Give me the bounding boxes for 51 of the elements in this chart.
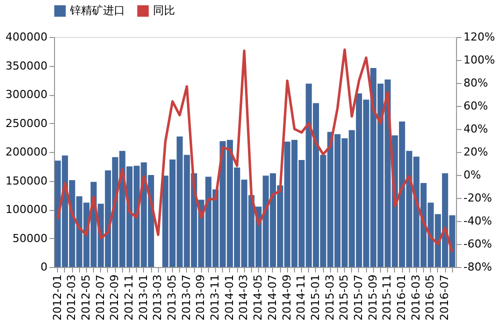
x-tick-label: 2014-07 (266, 274, 279, 320)
y-tick-label: 300000 (6, 88, 48, 101)
x-tick-label: 2013-03 (151, 274, 164, 320)
y-tick-label: 350000 (6, 59, 48, 72)
x-tick-label: 2014-09 (280, 274, 294, 320)
x-tick-label: 2012-11 (122, 274, 136, 320)
x-tick-label: 2014-01 (222, 274, 236, 320)
y2-tick-label: 60% (464, 100, 488, 112)
x-tick-label: 2013-01 (136, 274, 150, 320)
y2-tick-label: 100% (464, 54, 495, 66)
y-tick-label: 250000 (6, 116, 48, 130)
x-tick-label: 2014-05 (252, 274, 265, 320)
y2-tick-label: -60% (464, 238, 492, 250)
y-tick-label: 150000 (6, 174, 48, 188)
x-tick-label: 2012-03 (65, 274, 78, 320)
x-tick-label: 2012-09 (108, 274, 122, 320)
y2-tick-label: -40% (464, 214, 492, 228)
y2-tick-label: 80% (464, 76, 488, 90)
x-tick-label: 2013-05 (166, 274, 179, 320)
y-tick-label: 400000 (6, 30, 48, 44)
y2-tick-label: 40% (464, 122, 488, 136)
x-tick-label: 2016-03 (409, 274, 422, 320)
y2-tick-label: 0% (464, 168, 481, 182)
x-tick-label: 2014-03 (237, 274, 250, 320)
x-tick-label: 2015-01 (308, 274, 322, 320)
x-tick-label: 2012-07 (94, 274, 107, 320)
x-tick-label: 2014-11 (294, 274, 308, 320)
y-tick-label: 100000 (6, 203, 48, 216)
x-tick-label: 2013-11 (208, 274, 222, 320)
y-tick-label: 200000 (6, 146, 48, 158)
y2-tick-label: -20% (464, 192, 492, 204)
x-tick-label: 2012-05 (79, 274, 92, 320)
x-tick-label: 2013-09 (194, 274, 208, 320)
legend-label: 同比 (153, 4, 175, 17)
x-tick-label: 2012-01 (50, 274, 64, 320)
y2-tick-label: -80% (464, 260, 492, 274)
x-tick-label: 2015-03 (323, 274, 336, 320)
y-tick-label: 0 (40, 260, 48, 274)
x-tick-label: 2016-05 (424, 274, 437, 320)
x-tick-label: 2015-11 (380, 274, 394, 320)
y-tick-label: 50000 (12, 232, 48, 245)
legend-label: 锌精矿进口 (69, 4, 125, 17)
x-tick-label: 2013-07 (180, 274, 193, 320)
x-tick-label: 2015-07 (352, 274, 365, 320)
x-tick-label: 2015-05 (338, 274, 351, 320)
x-tick-label: 2015-09 (366, 274, 380, 320)
y2-tick-label: 120% (464, 30, 495, 44)
x-tick-label: 2016-01 (395, 274, 408, 320)
y2-tick-label: 20% (464, 146, 488, 158)
line-series (56, 48, 454, 254)
x-tick-label: 2016-07 (438, 274, 452, 320)
